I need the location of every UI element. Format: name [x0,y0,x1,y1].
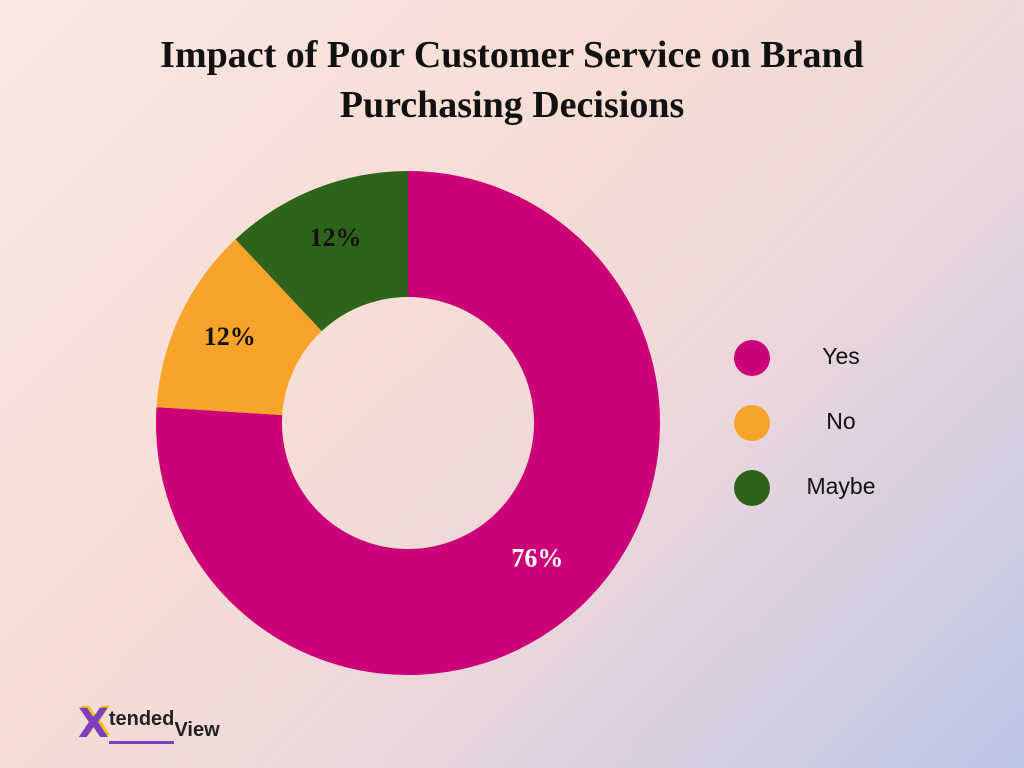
legend-label: Yes [822,343,860,369]
slice [156,171,660,675]
slice [156,239,322,416]
legend-label: Maybe [806,473,875,499]
legend-label: No [826,408,855,434]
legend-swatch [734,470,770,506]
logo-mark: X [78,701,109,747]
chart-title: Impact of Poor Customer Service on Brand… [160,34,864,126]
logo-text: tended [108,708,175,744]
legend-swatch [734,405,770,441]
logo-suffix: View [174,719,220,741]
value-label: 12% [204,322,256,351]
value-label: 76% [511,544,563,573]
slice [235,171,408,332]
legend-swatch [734,340,770,376]
value-label: 12% [309,223,361,252]
logo: X tended View [78,700,220,744]
